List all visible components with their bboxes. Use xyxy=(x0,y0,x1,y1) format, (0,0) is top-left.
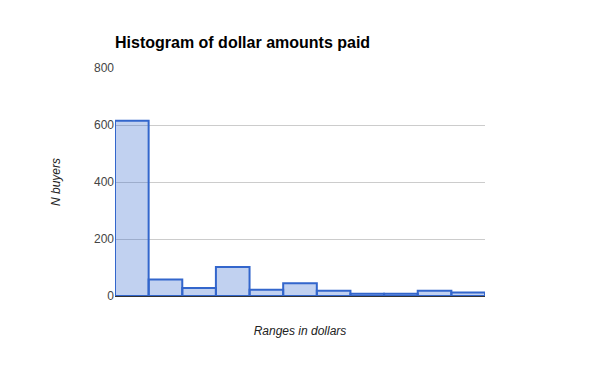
svg-text:400: 400 xyxy=(94,175,114,189)
svg-text:N buyers: N buyers xyxy=(49,158,63,206)
svg-text:200: 200 xyxy=(94,232,114,246)
svg-text:0: 0 xyxy=(107,289,114,303)
svg-text:Ranges in dollars: Ranges in dollars xyxy=(254,324,347,338)
svg-text:800: 800 xyxy=(94,61,114,75)
svg-text:600: 600 xyxy=(94,118,114,132)
svg-text:Histogram of dollar amounts pa: Histogram of dollar amounts paid xyxy=(115,34,370,51)
